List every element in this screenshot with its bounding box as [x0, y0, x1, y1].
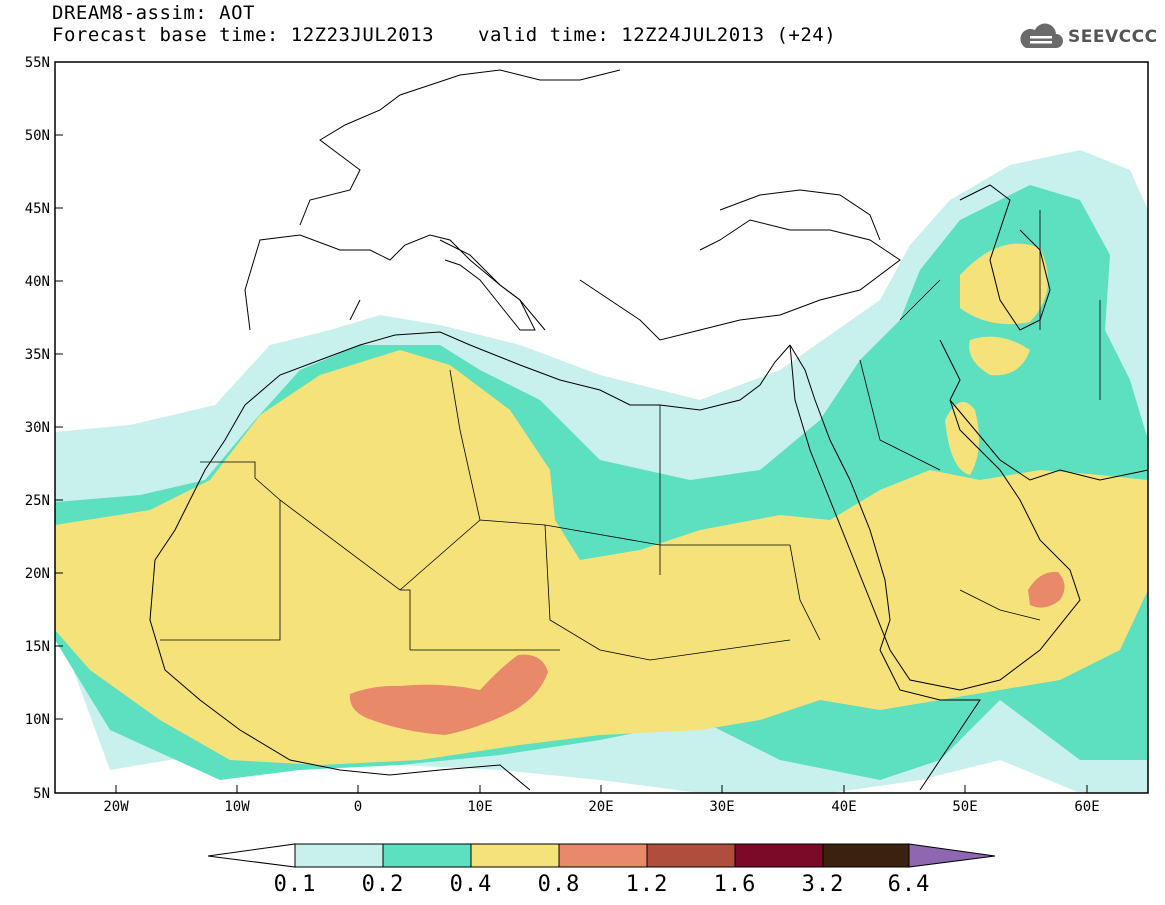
colorbar-label: 0.8 — [537, 872, 581, 897]
lat-tick-label: 55N — [25, 55, 50, 71]
coastline — [579, 219, 901, 341]
colorbar-segment — [382, 843, 472, 868]
lon-tick-label: 40E — [831, 799, 856, 815]
lat-tick-label: 5N — [33, 786, 50, 802]
coastline — [789, 344, 1081, 691]
cloud-icon — [1020, 23, 1063, 48]
coastline — [244, 69, 621, 331]
coastlines-and-borders — [149, 69, 1148, 791]
colorbar-label: 1.6 — [713, 872, 757, 897]
seevccc-logo: SEEVCCC — [1018, 22, 1158, 52]
colorbar-segment — [646, 843, 736, 868]
lon-tick-label: 20E — [588, 799, 613, 815]
lat-tick-label: 50N — [25, 128, 50, 144]
aot-contour-0.4 — [55, 350, 1148, 765]
lon-tick-label: 0 — [354, 799, 362, 815]
lat-tick-label: 10N — [25, 712, 50, 728]
lon-tick-label: 10E — [467, 799, 492, 815]
lat-tick-label: 25N — [25, 493, 50, 509]
colorbar-label: 0.1 — [273, 872, 317, 897]
lat-tick-label: 15N — [25, 639, 50, 655]
lon-axis: 20W 10W 0 10E 20E 30E 40E 50E 60E — [103, 785, 1100, 815]
colorbar-label: 0.2 — [361, 872, 405, 897]
aot-contour-0.4 — [969, 336, 1030, 376]
colorbar-label: 3.2 — [801, 872, 845, 897]
coastline — [879, 649, 981, 791]
lat-tick-label: 40N — [25, 274, 50, 290]
coastline — [149, 404, 531, 791]
lon-tick-label: 30E — [709, 799, 734, 815]
coastline — [439, 239, 536, 331]
aot-contour-0.4 — [960, 243, 1048, 325]
colorbar-segment — [822, 843, 910, 868]
valid-time: valid time: 12Z24JUL2013 (+24) — [478, 24, 837, 46]
forecast-time-line: Forecast base time: 12Z23JUL2013 valid ti… — [52, 24, 836, 46]
lat-tick-label: 30N — [25, 420, 50, 436]
colorbar-label: 0.4 — [449, 872, 493, 897]
logo-text: SEEVCCC — [1068, 27, 1158, 47]
lat-tick-label: 45N — [25, 201, 50, 217]
aot-contour-0.8 — [1028, 571, 1065, 608]
coastline — [939, 339, 1148, 481]
colorbar — [207, 843, 996, 868]
lon-tick-label: 10W — [224, 799, 250, 815]
colorbar-high-arrow — [908, 843, 996, 868]
lon-tick-label: 60E — [1074, 799, 1099, 815]
lat-axis: 55N 50N 45N 40N 35N 30N 25N 20N 15N 10N … — [25, 55, 63, 802]
coastline — [719, 184, 1051, 331]
lat-tick-label: 20N — [25, 566, 50, 582]
colorbar-segment — [294, 843, 384, 868]
colorbar-label: 6.4 — [887, 872, 931, 897]
colorbar-label: 1.2 — [625, 872, 669, 897]
country-border — [160, 210, 1101, 661]
colorbar-segment — [558, 843, 648, 868]
colorbar-segment — [734, 843, 824, 868]
coastline — [244, 331, 791, 411]
colorbar-segment — [470, 843, 560, 868]
map-title: DREAM8-assim: AOT — [52, 2, 255, 24]
lon-tick-label: 50E — [952, 799, 977, 815]
aot-contour-0.8 — [349, 654, 548, 735]
base-time: Forecast base time: 12Z23JUL2013 — [52, 24, 435, 46]
aot-field — [55, 150, 1148, 793]
colorbar-low-arrow — [207, 843, 296, 868]
aot-contour-0.4 — [945, 402, 979, 475]
lon-tick-label: 20W — [103, 799, 129, 815]
lat-tick-label: 35N — [25, 347, 50, 363]
